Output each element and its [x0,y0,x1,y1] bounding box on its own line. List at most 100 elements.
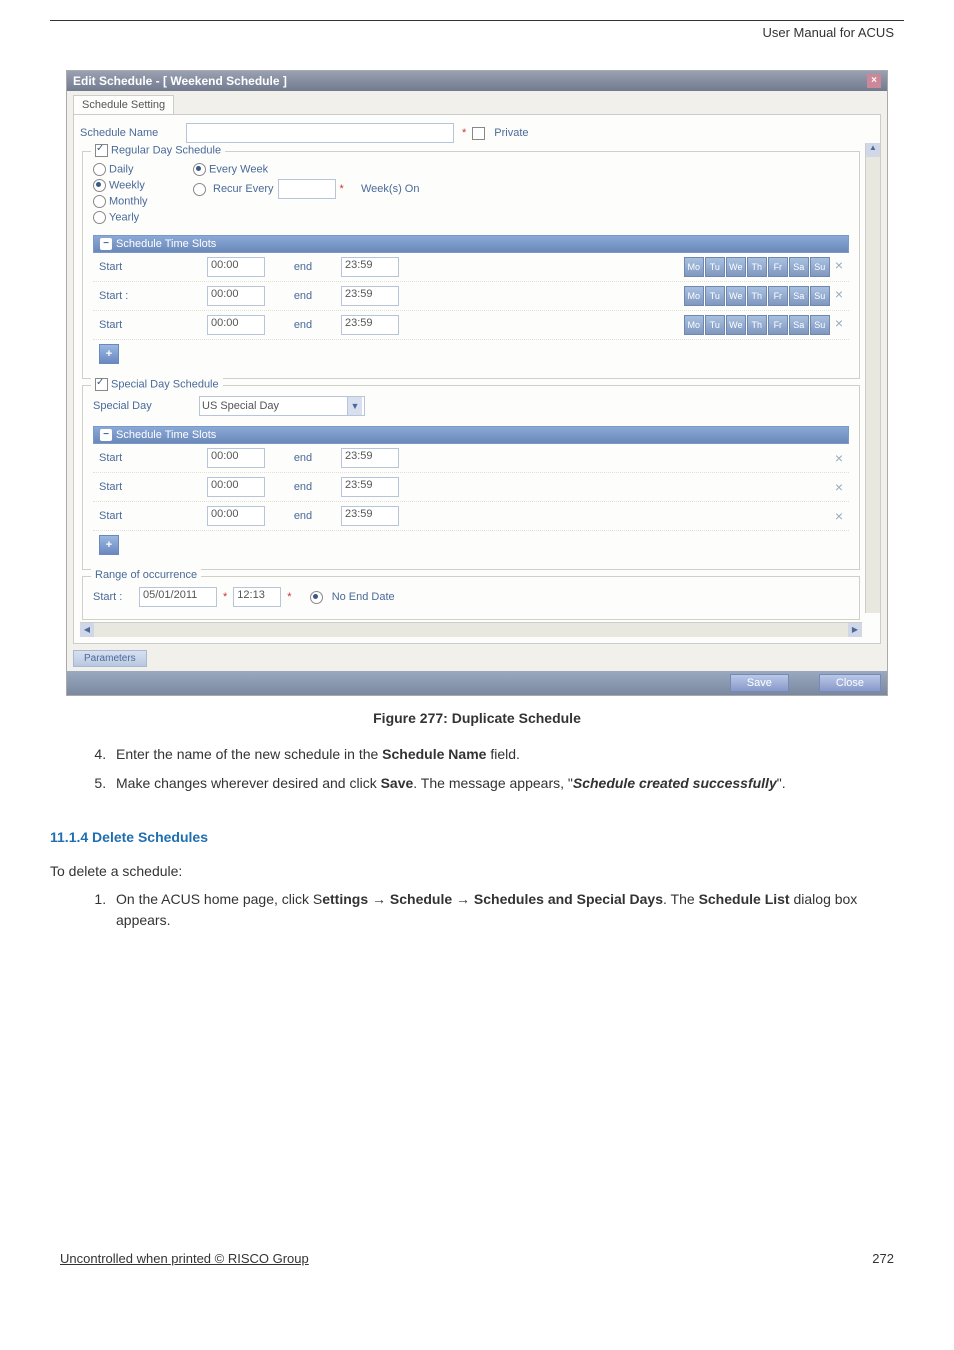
time-slot-row: Start00:00end23:59× [93,444,849,473]
list-item: Enter the name of the new schedule in th… [110,744,904,765]
start-label: Start [99,510,199,522]
delete-slot-icon[interactable]: × [835,450,843,466]
special-day-label: Special Day [93,400,193,412]
day-toggle[interactable]: Su [810,315,830,335]
start-label: Start [99,481,199,493]
horizontal-scrollbar[interactable]: ◀▶ [80,622,862,637]
window-titlebar: Edit Schedule - [ Weekend Schedule ] × [67,71,887,91]
day-toggle[interactable]: Sa [789,257,809,277]
list-item: On the ACUS home page, click Settings → … [110,889,904,931]
instruction-list: Enter the name of the new schedule in th… [110,744,904,794]
day-toggle[interactable]: We [726,286,746,306]
day-toggle[interactable]: Fr [768,257,788,277]
time-slot-row: Start00:00end23:59MoTuWeThFrSaSu× [93,311,849,340]
start-time-input[interactable]: 00:00 [207,477,265,497]
end-label: end [273,481,333,493]
time-slot-row: Start00:00end23:59MoTuWeThFrSaSu× [93,253,849,282]
radio-no-end-date[interactable] [310,591,323,604]
close-icon[interactable]: × [867,74,881,88]
private-checkbox[interactable] [472,127,485,140]
list-item: Make changes wherever desired and click … [110,773,904,794]
range-start-time-input[interactable]: 12:13 [233,587,281,607]
day-toggle[interactable]: We [726,315,746,335]
end-label: end [273,452,333,464]
day-toggle[interactable]: Th [747,286,767,306]
radio-weekly[interactable] [93,179,106,192]
radio-recur-every[interactable] [193,183,206,196]
tab-parameters[interactable]: Parameters [73,650,147,667]
recur-every-input[interactable] [278,179,336,199]
day-toggle[interactable]: Fr [768,286,788,306]
day-toggle[interactable]: Fr [768,315,788,335]
window-title: Edit Schedule - [ Weekend Schedule ] [73,74,287,88]
radio-monthly[interactable] [93,195,106,208]
end-label: end [273,261,333,273]
page-header: User Manual for ACUS [50,25,904,40]
special-day-select[interactable]: US Special Day ▼ [199,396,365,416]
day-toggle[interactable]: Su [810,257,830,277]
collapse-icon[interactable]: − [100,238,112,250]
delete-slot-icon[interactable]: × [835,286,843,306]
delete-slot-icon[interactable]: × [835,479,843,495]
tab-schedule-setting[interactable]: Schedule Setting [73,95,174,114]
range-start-label: Start : [93,591,133,603]
no-end-date-label: No End Date [332,591,395,603]
start-time-input[interactable]: 00:00 [207,448,265,468]
regular-day-checkbox[interactable] [95,144,108,157]
close-button[interactable]: Close [819,674,881,692]
day-toggle[interactable]: We [726,257,746,277]
start-time-input[interactable]: 00:00 [207,315,265,335]
start-time-input[interactable]: 00:00 [207,257,265,277]
time-slot-row: Start :00:00end23:59MoTuWeThFrSaSu× [93,282,849,311]
end-label: end [273,510,333,522]
special-day-checkbox[interactable] [95,378,108,391]
intro-text: To delete a schedule: [50,863,904,879]
time-slot-row: Start 00:00 end 23:59 × [93,502,849,531]
start-label: Start : [99,290,199,302]
radio-daily[interactable] [93,163,106,176]
time-slot-row: Start 00:00 end 23:59 × [93,473,849,502]
save-button[interactable]: Save [730,674,789,692]
collapse-icon[interactable]: − [100,429,112,441]
special-day-legend: Special Day Schedule [91,378,223,391]
page-footer: Uncontrolled when printed © RISCO Group … [50,1251,904,1266]
end-time-input[interactable]: 23:59 [341,506,399,526]
section-heading: 11.1.4 Delete Schedules [50,829,904,845]
delete-slot-icon[interactable]: × [835,508,843,524]
end-time-input[interactable]: 23:59 [341,315,399,335]
end-time-input[interactable]: 23:59 [341,448,399,468]
day-toggle[interactable]: Sa [789,315,809,335]
delete-slot-icon[interactable]: × [835,257,843,277]
start-time-input[interactable]: 00:00 [207,506,265,526]
day-toggle[interactable]: Mo [684,257,704,277]
day-toggle[interactable]: Tu [705,257,725,277]
day-toggle[interactable]: Mo [684,315,704,335]
day-toggle[interactable]: Sa [789,286,809,306]
day-toggle[interactable]: Tu [705,315,725,335]
recurrence-radios: Daily Weekly Monthly Yearly [93,160,183,227]
add-special-slot-button[interactable]: + [99,535,119,555]
schedule-name-input[interactable] [186,123,454,143]
end-time-input[interactable]: 23:59 [341,257,399,277]
delete-slot-icon[interactable]: × [835,315,843,335]
vertical-scrollbar[interactable]: ▲ [865,143,880,613]
day-toggle[interactable]: Tu [705,286,725,306]
add-regular-slot-button[interactable]: + [99,344,119,364]
private-label: Private [494,127,528,139]
day-toggle[interactable]: Th [747,257,767,277]
end-time-input[interactable]: 23:59 [341,286,399,306]
end-label: end [273,319,333,331]
range-start-date-input[interactable]: 05/01/2011 [139,587,217,607]
radio-every-week[interactable] [193,163,206,176]
regular-day-legend: Regular Day Schedule [91,144,225,157]
regular-time-slots-header[interactable]: − Schedule Time Slots [93,235,849,253]
chevron-down-icon: ▼ [347,397,362,415]
day-toggle[interactable]: Su [810,286,830,306]
edit-schedule-window: Edit Schedule - [ Weekend Schedule ] × S… [66,70,888,696]
day-toggle[interactable]: Mo [684,286,704,306]
radio-yearly[interactable] [93,211,106,224]
special-time-slots-header[interactable]: − Schedule Time Slots [93,426,849,444]
end-time-input[interactable]: 23:59 [341,477,399,497]
start-time-input[interactable]: 00:00 [207,286,265,306]
day-toggle[interactable]: Th [747,315,767,335]
